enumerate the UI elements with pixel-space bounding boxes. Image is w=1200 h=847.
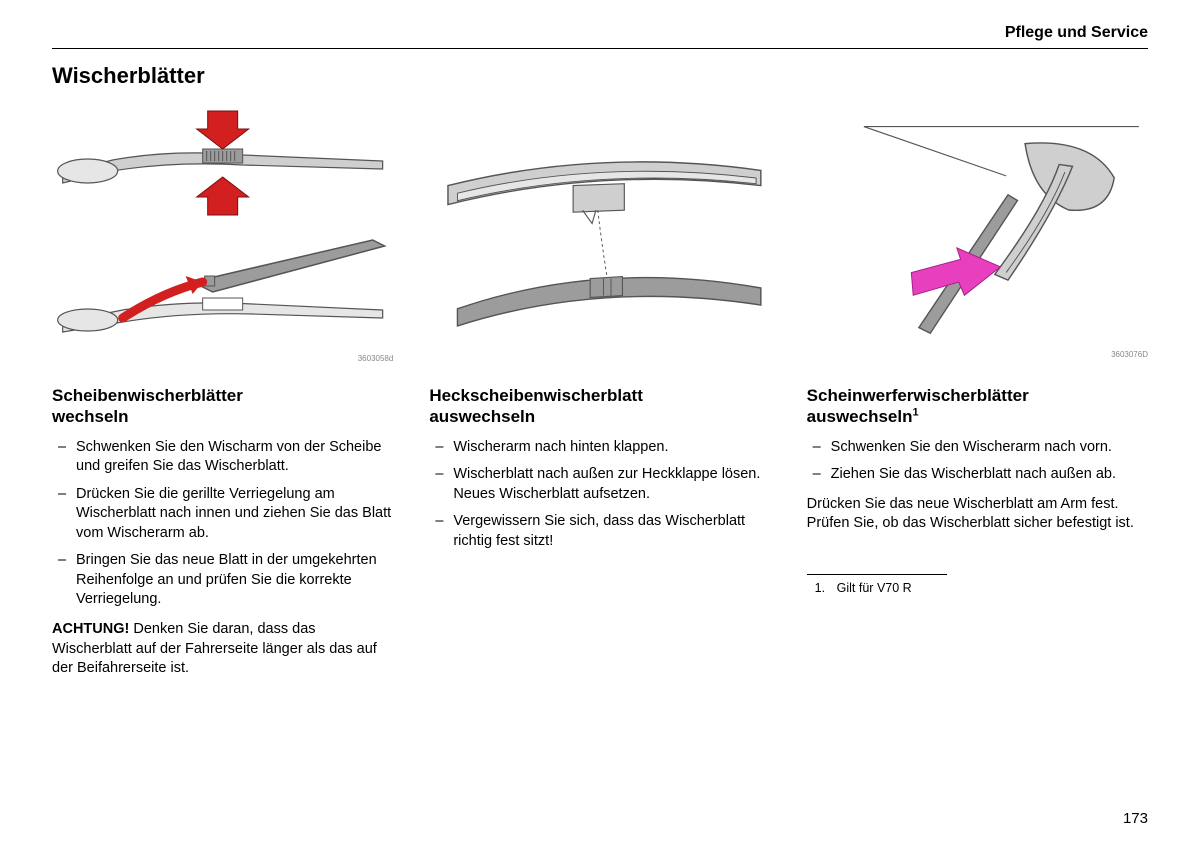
col1-subtitle: Scheibenwischerblätter wechseln [52, 385, 393, 428]
column-2: Heckscheibenwischerblatt auswechseln Wis… [429, 103, 770, 679]
content-columns: 3603058d Scheibenwischerblätter wechseln… [52, 103, 1148, 679]
header-section-title: Pflege und Service [52, 24, 1148, 42]
list-item: Drücken Sie die gerillte Verriegelung am… [52, 485, 393, 544]
col1-subtitle-line1: Scheibenwischerblätter [52, 386, 243, 405]
footnote: 1.Gilt für V70 R [807, 581, 1148, 595]
col2-subtitle-line1: Heckscheibenwischerblatt [429, 386, 643, 405]
footnote-rule [807, 574, 947, 575]
list-item: Schwenken Sie den Wischarm von der Schei… [52, 438, 393, 477]
list-item: Wischerblatt nach außen zur Heckklappe l… [429, 465, 770, 504]
list-item: Ziehen Sie das Wischerblatt nach außen a… [807, 465, 1148, 485]
figure-col2 [429, 103, 770, 363]
illustration-rear-wiper [429, 113, 770, 353]
footnote-marker: 1 [912, 407, 918, 419]
illustration-headlight-wiper [807, 108, 1148, 348]
col2-subtitle-line2: auswechseln [429, 407, 535, 426]
col3-subtitle-line2: auswechseln [807, 407, 913, 426]
col2-list: Wischerarm nach hinten klappen. Wischerb… [429, 438, 770, 552]
figure-col3: 3603076D [807, 103, 1148, 363]
list-item: Schwenken Sie den Wischerarm nach vorn. [807, 438, 1148, 458]
page-title: Wischerblätter [52, 63, 1148, 89]
col2-subtitle: Heckscheibenwischerblatt auswechseln [429, 385, 770, 428]
header-rule [52, 48, 1148, 49]
col1-list: Schwenken Sie den Wischarm von der Schei… [52, 438, 393, 611]
figure-id-1: 3603058d [52, 354, 393, 363]
list-item: Bringen Sie das neue Blatt in der umgeke… [52, 551, 393, 610]
col3-paragraph: Drücken Sie das neue Wischerblatt am Arm… [807, 495, 1148, 534]
illustration-pull-blade [52, 232, 393, 352]
column-1: 3603058d Scheibenwischerblätter wechseln… [52, 103, 393, 679]
column-3: 3603076D Scheinwerferwischerblätter ausw… [807, 103, 1148, 679]
illustration-press-lock [52, 103, 393, 223]
footnote-text: Gilt für V70 R [837, 581, 912, 595]
figure-id-3: 3603076D [807, 350, 1148, 359]
figure-col1: 3603058d [52, 103, 393, 363]
footnote-number: 1. [815, 581, 837, 595]
col3-subtitle-line1: Scheinwerferwischerblätter [807, 386, 1029, 405]
col3-subtitle: Scheinwerferwischerblätter auswechseln1 [807, 385, 1148, 428]
col1-subtitle-line2: wechseln [52, 407, 129, 426]
col3-list: Schwenken Sie den Wischerarm nach vorn. … [807, 438, 1148, 485]
page-number: 173 [1123, 810, 1148, 827]
attention-note: ACHTUNG! Denken Sie daran, dass das Wisc… [52, 620, 393, 679]
list-item: Wischerarm nach hinten klappen. [429, 438, 770, 458]
attention-label: ACHTUNG! [52, 621, 129, 637]
list-item: Vergewissern Sie sich, dass das Wischerb… [429, 512, 770, 551]
